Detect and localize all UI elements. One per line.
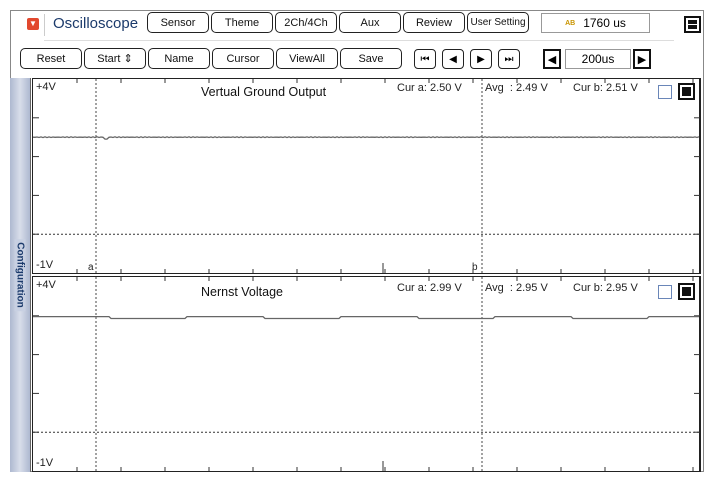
plot-1[interactable] <box>33 79 702 275</box>
channel-color-icon[interactable] <box>678 283 695 300</box>
aux-button[interactable]: Aux <box>339 12 401 33</box>
prev-icon[interactable]: ◀ <box>442 49 464 69</box>
next-icon[interactable]: ▶ <box>470 49 492 69</box>
average-value: Avg : 2.95 V <box>485 282 548 294</box>
timebase-increase-icon[interactable]: ▶ <box>633 49 651 69</box>
last-icon[interactable]: ⏭ <box>498 49 520 69</box>
channel-panel-1: +4V -1V a b Vertual Ground Output Cur a:… <box>32 78 701 274</box>
name-button[interactable]: Name <box>148 48 210 69</box>
sensor-button[interactable]: Sensor <box>147 12 209 33</box>
channel-color-icon[interactable] <box>678 83 695 100</box>
app-title: Oscilloscope <box>53 15 139 32</box>
cursor-b-value: Cur b: 2.95 V <box>573 282 638 294</box>
first-icon[interactable]: ⏮ <box>414 49 436 69</box>
cursor-button[interactable]: Cursor <box>212 48 274 69</box>
sidebar-label: Configuration <box>14 239 26 311</box>
cursor-a-label: a <box>88 262 94 273</box>
configuration-sidebar-tab[interactable]: Configuration <box>10 78 31 472</box>
layout-toggle-icon[interactable] <box>684 16 701 33</box>
y-top-label: +4V <box>36 279 56 291</box>
cursor-a-value: Cur a: 2.50 V <box>397 82 462 94</box>
average-value: Avg : 2.49 V <box>485 82 548 94</box>
menu-dropdown-icon[interactable]: ▼ <box>27 18 39 30</box>
cursor-delta-readout: AB 1760 us <box>541 13 650 33</box>
user-setting-button[interactable]: User Setting <box>467 12 529 33</box>
cursor-a-value: Cur a: 2.99 V <box>397 282 462 294</box>
reset-button[interactable]: Reset <box>20 48 82 69</box>
start-button[interactable]: Start ⇕ <box>84 48 146 69</box>
theme-button[interactable]: Theme <box>211 12 273 33</box>
ab-delta-icon: AB <box>565 19 576 27</box>
channel-checkbox[interactable] <box>658 85 672 99</box>
viewall-button[interactable]: ViewAll <box>276 48 338 69</box>
divider <box>44 40 674 41</box>
review-button[interactable]: Review <box>403 12 465 33</box>
cursor-delta-value: 1760 us <box>583 16 626 30</box>
timebase-decrease-icon[interactable]: ◀ <box>543 49 561 69</box>
divider <box>44 14 45 36</box>
timebase-value[interactable]: 200us <box>565 49 631 69</box>
y-bottom-label: -1V <box>36 259 54 271</box>
cursor-b-value: Cur b: 2.51 V <box>573 82 638 94</box>
y-bottom-label: -1V <box>36 457 54 469</box>
channel-panel-2: +4V -1V Nernst Voltage Cur a: 2.99 V Avg… <box>32 276 701 472</box>
plot-2[interactable] <box>33 277 702 473</box>
cursor-b-label: b <box>472 262 478 273</box>
channels-button[interactable]: 2Ch/4Ch <box>275 12 337 33</box>
signal-trace <box>33 315 699 320</box>
channel-checkbox[interactable] <box>658 285 672 299</box>
channel-title: Nernst Voltage <box>201 285 283 299</box>
channel-title: Vertual Ground Output <box>201 85 327 99</box>
y-top-label: +4V <box>36 81 56 93</box>
signal-trace <box>33 136 700 140</box>
save-button[interactable]: Save <box>340 48 402 69</box>
